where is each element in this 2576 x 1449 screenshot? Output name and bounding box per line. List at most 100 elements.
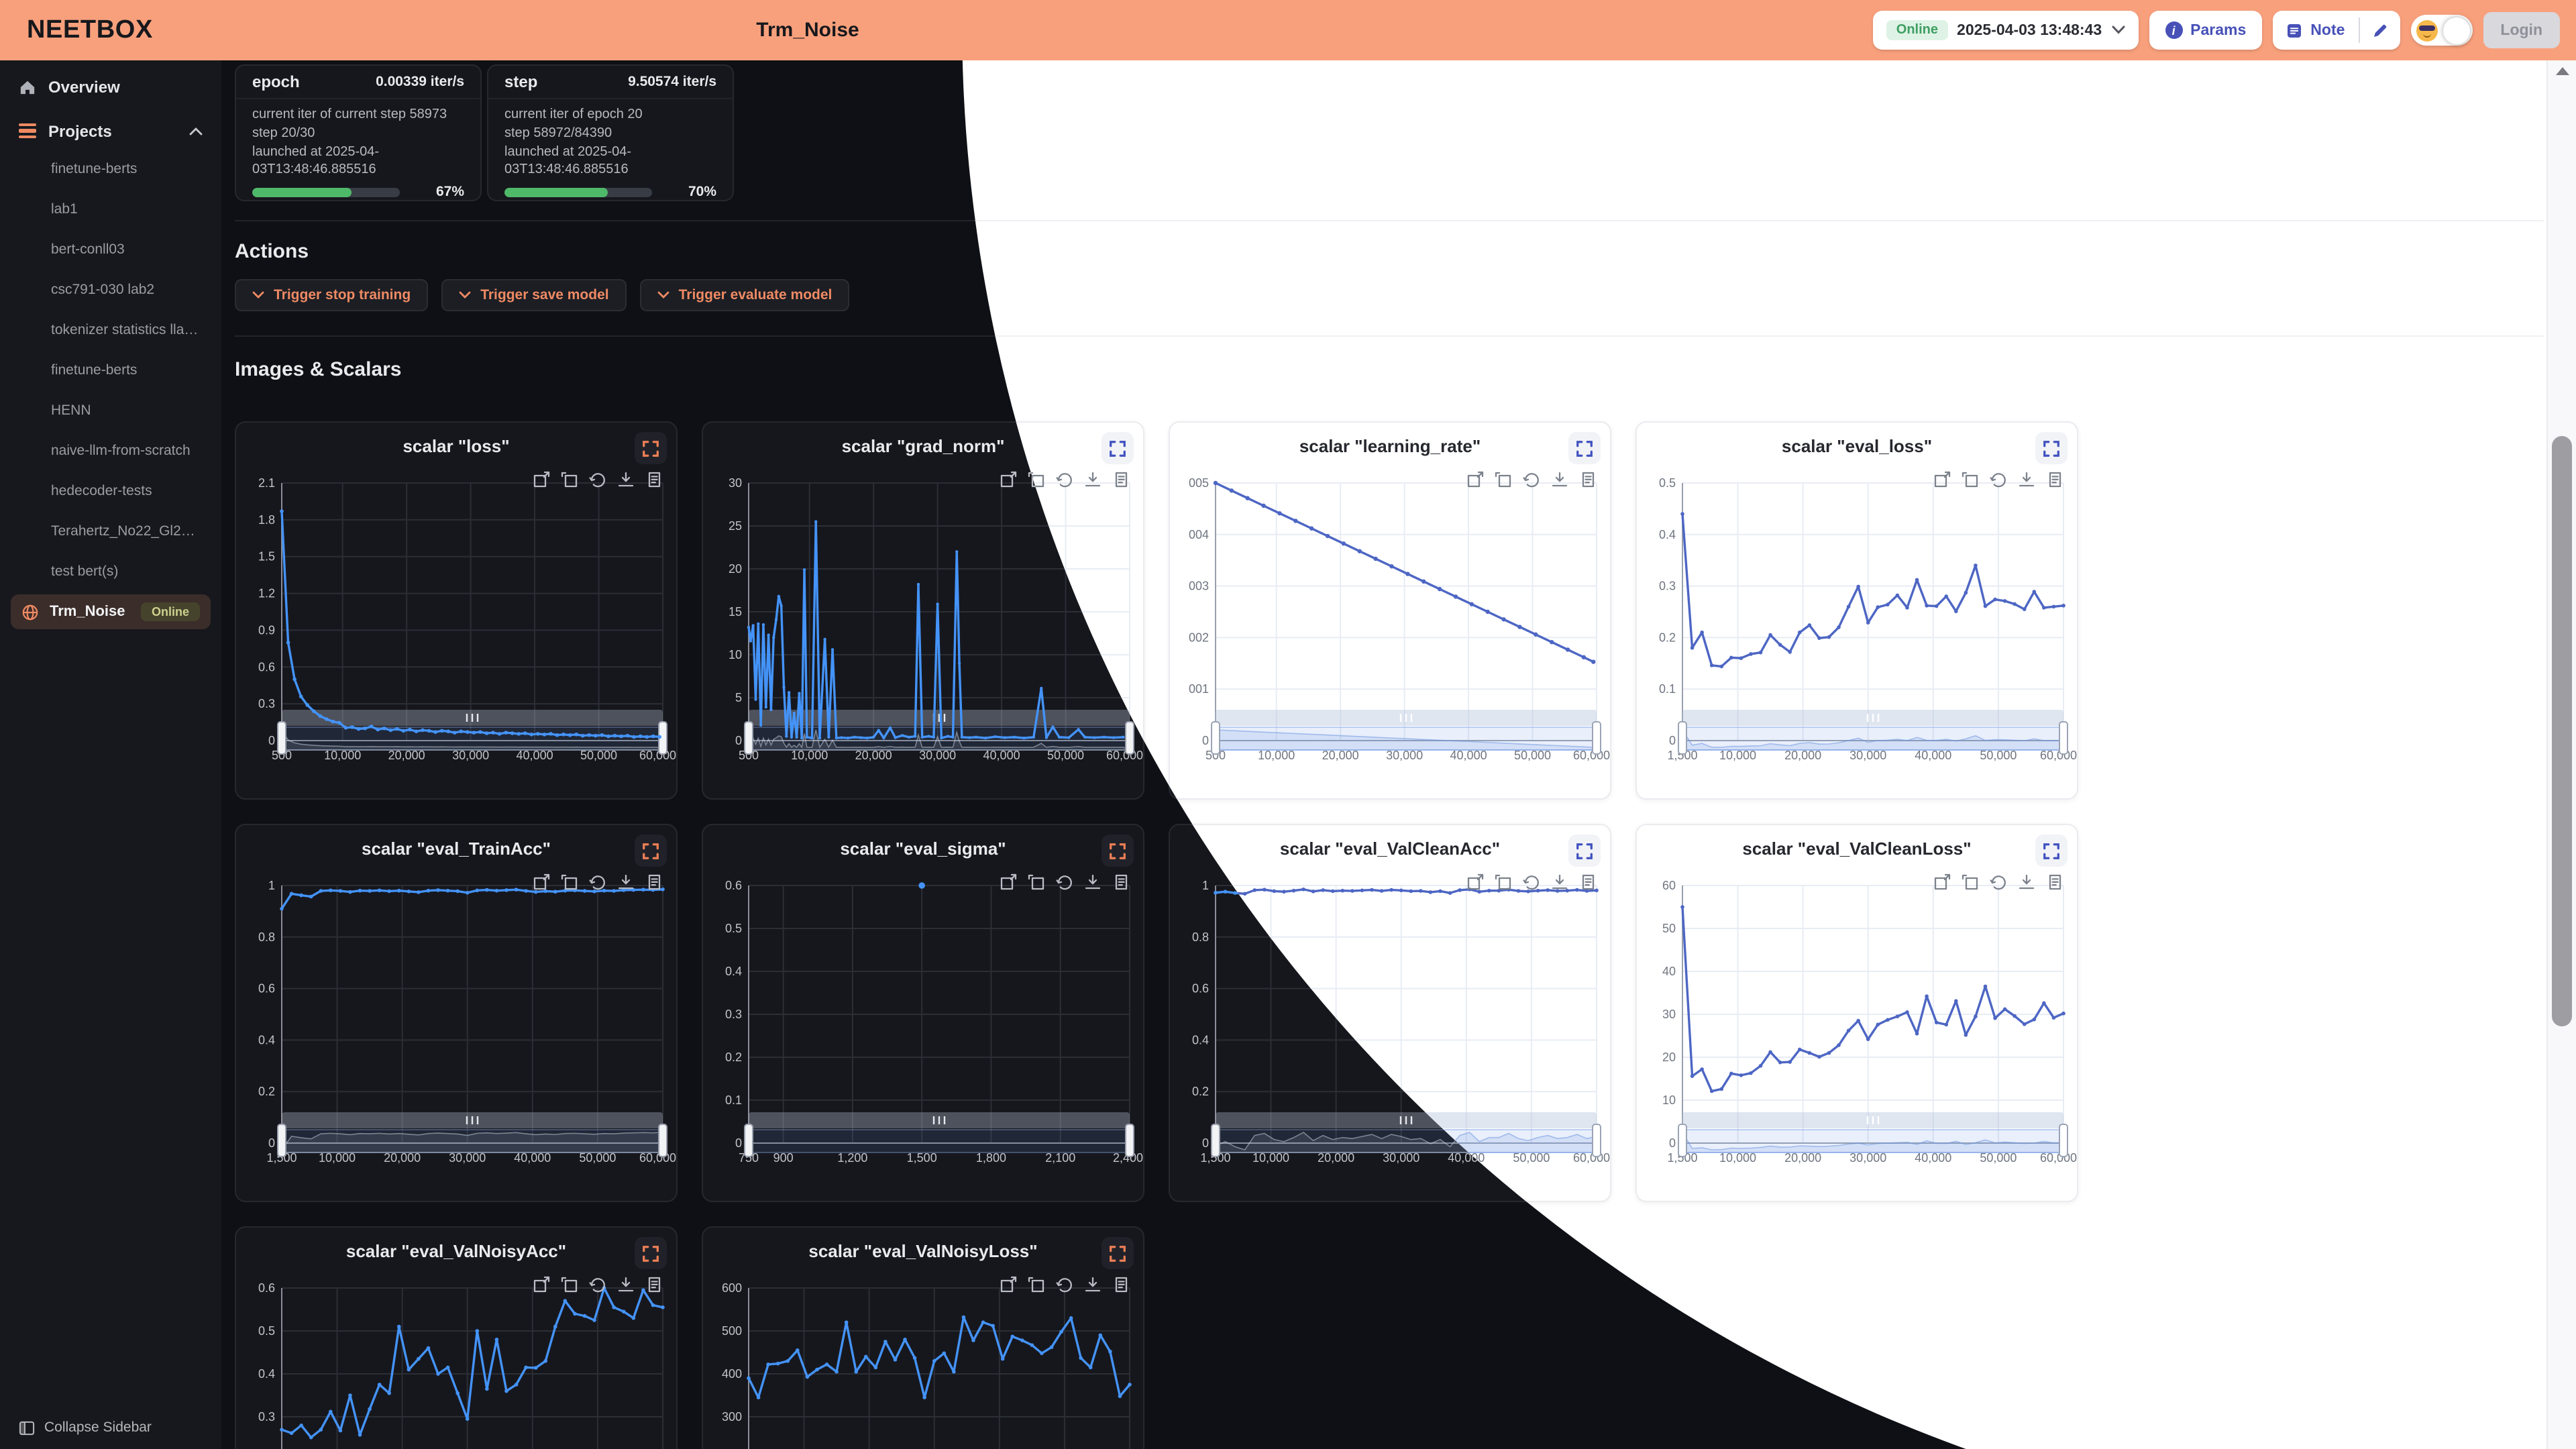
zoom-reset-icon[interactable] <box>1028 873 1045 891</box>
svg-text:50,000: 50,000 <box>580 749 617 762</box>
fullscreen-expand-button[interactable] <box>2035 835 2068 867</box>
save-image-icon[interactable] <box>2018 873 2035 891</box>
params-button[interactable]: i Params <box>2149 11 2263 50</box>
area-zoom-icon[interactable] <box>1933 471 1951 488</box>
data-view-icon[interactable] <box>645 1276 663 1293</box>
restore-icon[interactable] <box>589 1276 606 1293</box>
area-zoom-icon[interactable] <box>533 1276 550 1293</box>
data-view-icon[interactable] <box>2046 471 2063 488</box>
action-trigger-button[interactable]: Trigger save model <box>441 279 627 311</box>
save-image-icon[interactable] <box>617 1276 635 1293</box>
action-trigger-button[interactable]: Trigger evaluate model <box>639 279 850 311</box>
zoom-reset-icon[interactable] <box>1962 471 1979 488</box>
restore-icon[interactable] <box>1523 471 1540 488</box>
action-label: Trigger save model <box>480 287 609 303</box>
data-view-icon[interactable] <box>1112 1276 1130 1293</box>
zoom-reset-icon[interactable] <box>1028 1276 1045 1293</box>
data-view-icon[interactable] <box>1579 471 1597 488</box>
zoom-reset-icon[interactable] <box>561 873 578 891</box>
sidebar-project-item[interactable]: bert-conll03 <box>51 241 125 258</box>
restore-icon[interactable] <box>1056 471 1073 488</box>
sidebar-project-item[interactable]: finetune-berts <box>51 362 138 378</box>
sidebar-project-item[interactable]: HENN <box>51 402 91 419</box>
save-image-icon[interactable] <box>2018 471 2035 488</box>
svg-text:900: 900 <box>773 1151 794 1165</box>
area-zoom-icon[interactable] <box>1466 471 1484 488</box>
fullscreen-expand-button[interactable] <box>635 432 667 464</box>
data-view-icon[interactable] <box>1579 873 1597 891</box>
chevron-down-icon <box>657 291 669 299</box>
svg-text:500: 500 <box>722 1324 742 1338</box>
fullscreen-expand-button[interactable] <box>1568 432 1601 464</box>
fullscreen-expand-button[interactable] <box>1102 432 1134 464</box>
sidebar-project-item[interactable]: tokenizer statistics llama... <box>51 322 216 338</box>
restore-icon[interactable] <box>1990 471 2007 488</box>
fullscreen-expand-button[interactable] <box>1568 835 1601 867</box>
save-image-icon[interactable] <box>1551 471 1568 488</box>
theme-toggle[interactable] <box>2410 15 2473 46</box>
fullscreen-expand-button[interactable] <box>2035 432 2068 464</box>
area-zoom-icon[interactable] <box>1466 873 1484 891</box>
data-view-icon[interactable] <box>645 471 663 488</box>
svg-text:1.8: 1.8 <box>258 513 275 527</box>
svg-text:0: 0 <box>1202 734 1209 747</box>
fullscreen-expand-button[interactable] <box>1102 1237 1134 1269</box>
save-image-icon[interactable] <box>1084 471 1102 488</box>
save-image-icon[interactable] <box>1084 1276 1102 1293</box>
restore-icon[interactable] <box>589 471 606 488</box>
data-view-icon[interactable] <box>1112 873 1130 891</box>
sidebar-item-trm-noise[interactable]: Trm_Noise Online <box>11 594 211 629</box>
fullscreen-expand-button[interactable] <box>635 835 667 867</box>
progress-card: epoch 0.00339 iter/s current iter of cur… <box>235 64 482 201</box>
chart-title: scalar "eval_sigma" <box>840 839 1006 859</box>
sidebar-item-projects[interactable]: Projects <box>0 113 221 149</box>
zoom-reset-icon[interactable] <box>1495 471 1512 488</box>
restore-icon[interactable] <box>1056 1276 1073 1293</box>
chevron-down-icon <box>2111 25 2125 34</box>
data-view-icon[interactable] <box>2046 873 2063 891</box>
svg-text:15: 15 <box>729 605 742 619</box>
sidebar-project-item[interactable]: lab1 <box>51 201 78 217</box>
collapse-sidebar-button[interactable]: Collapse Sidebar <box>19 1419 152 1436</box>
save-image-icon[interactable] <box>1551 873 1568 891</box>
sidebar-project-item[interactable]: finetune-berts <box>51 161 138 177</box>
sidebar-project-item[interactable]: Terahertz_No22_Gl261_gl... <box>51 523 221 539</box>
run-status-selector[interactable]: Online 2025-04-03 13:48:43 <box>1873 11 2139 50</box>
area-zoom-icon[interactable] <box>1933 873 1951 891</box>
progress-track <box>504 187 652 197</box>
restore-icon[interactable] <box>1990 873 2007 891</box>
zoom-reset-icon[interactable] <box>1962 873 1979 891</box>
sidebar-item-overview[interactable]: Overview <box>0 68 221 105</box>
data-view-icon[interactable] <box>645 873 663 891</box>
sidebar-project-item[interactable]: csc791-030 lab2 <box>51 282 155 298</box>
scrollbar-thumb[interactable] <box>2552 436 2572 1026</box>
data-view-icon[interactable] <box>1112 471 1130 488</box>
progress-card: step 9.50574 iter/s current iter of epoc… <box>487 64 734 201</box>
restore-icon[interactable] <box>1523 873 1540 891</box>
fullscreen-expand-button[interactable] <box>635 1237 667 1269</box>
login-button[interactable]: Login <box>2483 12 2560 48</box>
vertical-scrollbar[interactable] <box>2546 60 2576 1449</box>
area-zoom-icon[interactable] <box>1000 1276 1017 1293</box>
restore-icon[interactable] <box>1056 873 1073 891</box>
scrollbar-up-arrow-icon[interactable] <box>2555 67 2569 75</box>
area-zoom-icon[interactable] <box>1000 873 1017 891</box>
zoom-reset-icon[interactable] <box>561 1276 578 1293</box>
sidebar-project-item[interactable]: naive-llm-from-scratch <box>51 443 191 459</box>
area-zoom-icon[interactable] <box>533 873 550 891</box>
note-button[interactable]: Note <box>2273 11 2358 50</box>
sidebar-project-item[interactable]: hedecoder-tests <box>51 483 152 499</box>
edit-button[interactable] <box>2359 11 2400 50</box>
action-trigger-button[interactable]: Trigger stop training <box>235 279 429 311</box>
zoom-reset-icon[interactable] <box>561 471 578 488</box>
save-image-icon[interactable] <box>617 873 635 891</box>
save-image-icon[interactable] <box>1084 873 1102 891</box>
zoom-reset-icon[interactable] <box>1495 873 1512 891</box>
fullscreen-expand-button[interactable] <box>1102 835 1134 867</box>
area-zoom-icon[interactable] <box>533 471 550 488</box>
save-image-icon[interactable] <box>617 471 635 488</box>
sidebar-project-item[interactable]: test bert(s) <box>51 564 119 580</box>
area-zoom-icon[interactable] <box>1000 471 1017 488</box>
chart-toolbox <box>1466 471 1597 488</box>
restore-icon[interactable] <box>589 873 606 891</box>
